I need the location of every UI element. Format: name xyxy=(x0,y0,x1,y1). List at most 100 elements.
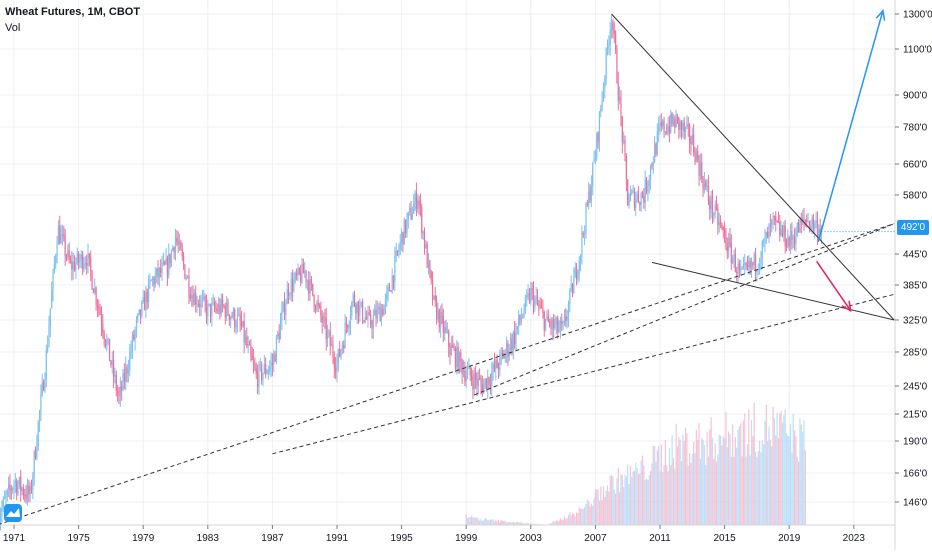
down-candle-body xyxy=(69,259,72,262)
up-candle-body xyxy=(635,199,637,209)
up-candle-body xyxy=(52,270,54,291)
down-candle-body xyxy=(189,294,191,299)
last-price-tag: 492'0 xyxy=(897,220,929,235)
volume-bar xyxy=(689,452,691,525)
up-candle-body xyxy=(8,484,10,490)
up-candle-body xyxy=(512,331,514,350)
volume-bar xyxy=(558,520,560,525)
up-candle-body xyxy=(49,308,51,326)
down-candle-body xyxy=(722,227,724,231)
up-candle-body xyxy=(647,185,649,192)
down-candle-body xyxy=(195,293,197,305)
volume-bar xyxy=(567,515,570,525)
down-candle-body xyxy=(355,304,357,314)
down-candle-body xyxy=(246,336,248,346)
down-candle-body xyxy=(542,307,544,312)
volume-bar xyxy=(645,478,648,525)
up-candle-body xyxy=(466,369,469,376)
up-candle-body xyxy=(107,338,109,341)
down-candle-body xyxy=(705,181,707,187)
down-candle-body xyxy=(86,262,88,266)
volume-bar xyxy=(531,523,533,525)
x-tick-label: 2007 xyxy=(584,533,607,544)
volume-bar xyxy=(484,518,486,525)
volume-bar xyxy=(644,479,646,525)
volume-bar xyxy=(672,457,675,525)
up-candle-body xyxy=(290,279,292,296)
up-candle-body xyxy=(309,278,311,294)
volume-bar xyxy=(549,523,551,525)
down-candle-body xyxy=(701,162,703,179)
up-candle-body xyxy=(787,237,789,248)
up-candle-body xyxy=(558,328,560,332)
up-candle-body xyxy=(728,238,730,252)
up-candle-body xyxy=(744,263,746,265)
up-candle-body xyxy=(610,22,613,30)
up-candle-body xyxy=(718,221,720,226)
down-candle-body xyxy=(808,221,810,230)
volume-bar xyxy=(550,523,552,525)
volume-bar xyxy=(764,420,766,525)
up-candle-body xyxy=(383,305,385,316)
up-candle-body xyxy=(407,211,409,220)
up-candle-body xyxy=(465,375,467,382)
volume-bar xyxy=(670,465,672,525)
down-candle-body xyxy=(663,120,665,133)
up-candle-body xyxy=(341,345,343,350)
y-tick-label: 190'0 xyxy=(903,437,928,448)
down-candle-body xyxy=(255,368,257,375)
up-candle-body xyxy=(500,352,502,354)
down-candle-body xyxy=(536,296,539,304)
down-candle-body xyxy=(724,230,726,235)
up-candle-body xyxy=(134,329,136,340)
volume-bar xyxy=(796,456,798,525)
down-candle-body xyxy=(91,271,93,290)
volume-bar xyxy=(767,441,769,525)
up-candle-body xyxy=(590,186,592,201)
volume-bar xyxy=(728,431,730,525)
down-candle-body xyxy=(184,264,186,279)
up-candle-body xyxy=(244,336,247,343)
up-candle-body xyxy=(135,319,138,330)
down-candle-body xyxy=(625,155,627,180)
down-candle-body xyxy=(426,243,428,268)
volume-bar xyxy=(802,431,804,525)
y-tick-label: 166'0 xyxy=(903,469,928,480)
volume-bar xyxy=(733,456,735,525)
up-candle-body xyxy=(208,303,210,305)
down-candle-body xyxy=(784,225,786,247)
volume-bar xyxy=(510,522,512,525)
up-candle-body xyxy=(340,349,342,357)
up-candle-body xyxy=(285,304,287,316)
up-candle-body xyxy=(818,228,820,237)
up-candle-body xyxy=(758,263,761,270)
up-candle-body xyxy=(795,235,797,244)
down-candle-body xyxy=(693,134,695,153)
down-candle-body xyxy=(543,311,545,330)
up-candle-body xyxy=(262,373,264,380)
volume-bar xyxy=(788,436,790,525)
up-candle-body xyxy=(282,302,284,311)
up-candle-body xyxy=(281,310,283,321)
down-candle-body xyxy=(402,232,404,245)
down-candle-body xyxy=(773,215,775,217)
down-candle-body xyxy=(234,309,236,328)
up-candle-body xyxy=(491,372,493,386)
down-candle-body xyxy=(366,316,368,319)
x-tick-label: 1983 xyxy=(197,533,220,544)
down-candle-body xyxy=(256,374,259,387)
down-candle-body xyxy=(726,246,728,252)
up-candle-body xyxy=(401,232,403,241)
up-candle-body xyxy=(336,363,338,372)
y-tick-label: 385'0 xyxy=(903,281,928,292)
down-candle-body xyxy=(90,258,92,272)
up-candle-body xyxy=(207,304,209,317)
up-candle-body xyxy=(733,253,735,259)
up-candle-body xyxy=(535,296,537,299)
down-candle-body xyxy=(243,321,245,343)
up-candle-body xyxy=(631,191,633,194)
down-candle-body xyxy=(157,268,159,278)
up-candle-body xyxy=(644,179,646,203)
up-candle-body xyxy=(337,349,339,364)
